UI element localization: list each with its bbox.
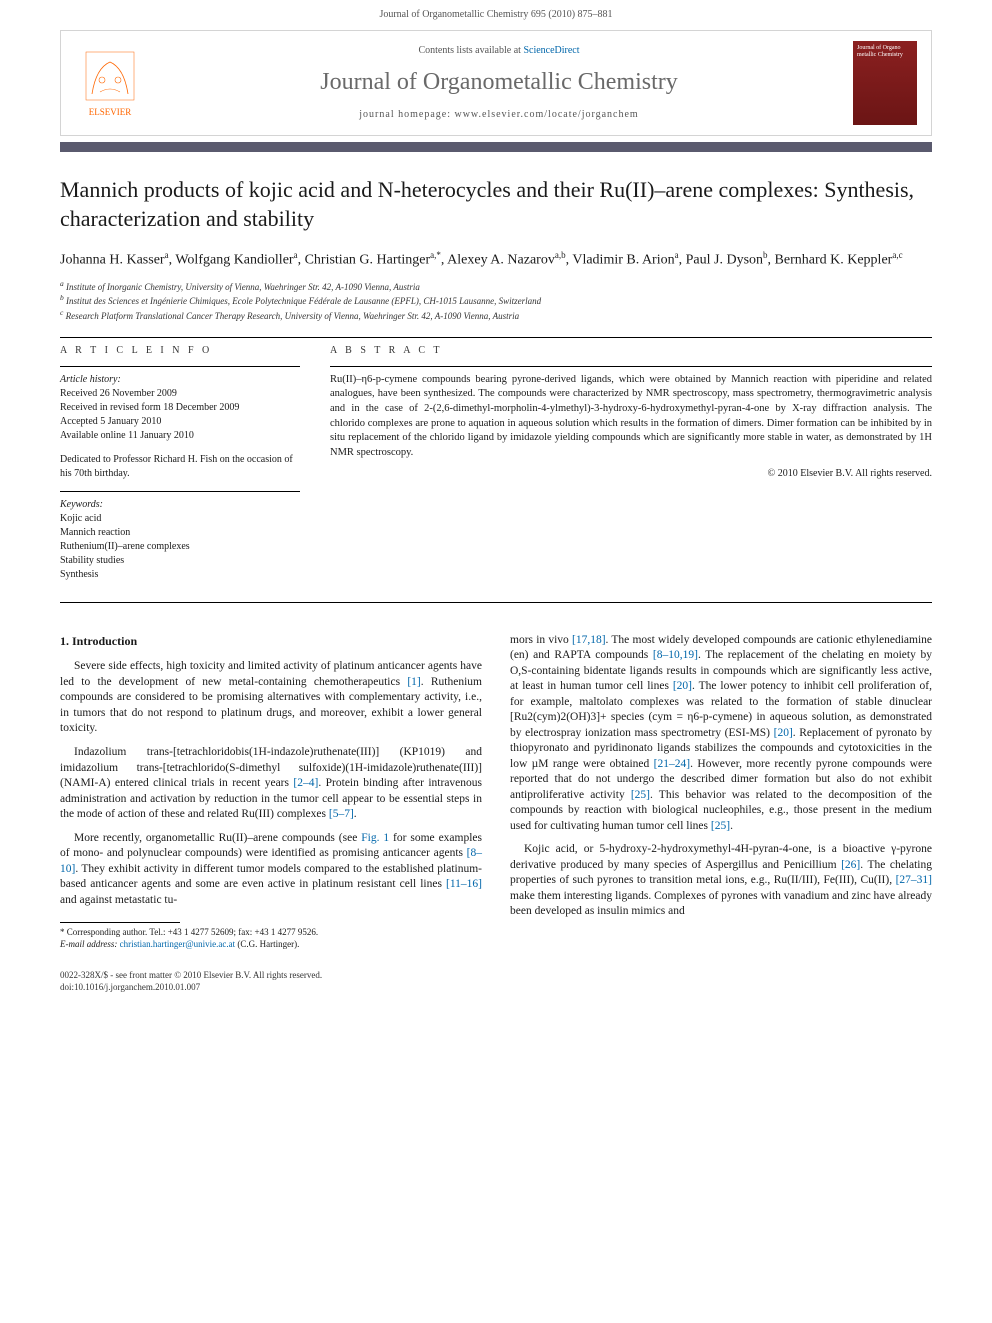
footnote-separator: [60, 922, 180, 923]
history-line: Accepted 5 January 2010: [60, 415, 300, 429]
footer-line-1: 0022-328X/$ - see front matter © 2010 El…: [60, 969, 932, 982]
email-label: E-mail address:: [60, 939, 117, 949]
article-info-column: A R T I C L E I N F O Article history: R…: [60, 344, 300, 592]
body-column-right: mors in vivo [17,18]. The most widely de…: [510, 633, 932, 951]
info-heading: A R T I C L E I N F O: [60, 344, 300, 358]
article-history: Article history: Received 26 November 20…: [60, 373, 300, 443]
section-heading-intro: 1. Introduction: [60, 633, 482, 650]
homepage-prefix: journal homepage:: [359, 109, 454, 120]
banner-center: Contents lists available at ScienceDirec…: [145, 44, 853, 122]
keywords-label: Keywords:: [60, 498, 300, 512]
publisher-name: ELSEVIER: [75, 106, 145, 119]
email-link[interactable]: christian.hartinger@univie.ac.at: [120, 939, 236, 949]
info-divider-2: [60, 491, 300, 492]
homepage-url: www.elsevier.com/locate/jorganchem: [454, 109, 638, 120]
abstract-text: Ru(II)–η6-p-cymene compounds bearing pyr…: [330, 373, 932, 461]
homepage-line: journal homepage: www.elsevier.com/locat…: [145, 108, 853, 122]
keyword: Kojic acid: [60, 512, 300, 526]
journal-name: Journal of Organometallic Chemistry: [145, 66, 853, 100]
contents-line: Contents lists available at ScienceDirec…: [145, 44, 853, 58]
color-bar: [60, 142, 932, 152]
authors: Johanna H. Kassera, Wolfgang Kandiollera…: [60, 249, 932, 271]
keywords: Keywords: Kojic acidMannich reactionRuth…: [60, 498, 300, 582]
footer-line-2: doi:10.1016/j.jorganchem.2010.01.007: [60, 981, 932, 994]
body-paragraph: Severe side effects, high toxicity and l…: [60, 659, 482, 737]
body-paragraph: Indazolium trans-[tetrachloridobis(1H-in…: [60, 745, 482, 823]
body-column-left: 1. Introduction Severe side effects, hig…: [60, 633, 482, 951]
abstract-column: A B S T R A C T Ru(II)–η6-p-cymene compo…: [330, 344, 932, 592]
corr-author: * Corresponding author. Tel.: +43 1 4277…: [60, 927, 482, 939]
body-paragraph: Kojic acid, or 5-hydroxy-2-hydroxymethyl…: [510, 842, 932, 920]
journal-cover-thumbnail: Journal of Organo metallic Chemistry: [853, 41, 917, 125]
keyword: Synthesis: [60, 568, 300, 582]
body-paragraph: mors in vivo [17,18]. The most widely de…: [510, 633, 932, 835]
affiliation: b Institut des Sciences et Ingénierie Ch…: [60, 293, 932, 308]
publisher-logo: ELSEVIER: [75, 48, 145, 119]
history-line: Received in revised form 18 December 200…: [60, 401, 300, 415]
body-paragraph: More recently, organometallic Ru(II)–are…: [60, 831, 482, 909]
history-label: Article history:: [60, 373, 300, 387]
journal-banner: ELSEVIER Contents lists available at Sci…: [60, 30, 932, 136]
abstract-heading: A B S T R A C T: [330, 344, 932, 358]
affiliation: a Institute of Inorganic Chemistry, Univ…: [60, 279, 932, 294]
keyword: Ruthenium(II)–arene complexes: [60, 540, 300, 554]
divider-top: [60, 337, 932, 338]
sciencedirect-link[interactable]: ScienceDirect: [523, 45, 579, 56]
running-header: Journal of Organometallic Chemistry 695 …: [0, 0, 992, 26]
corresponding-footnote: * Corresponding author. Tel.: +43 1 4277…: [60, 927, 482, 950]
keyword: Mannich reaction: [60, 526, 300, 540]
info-divider-1: [60, 366, 300, 367]
contents-prefix: Contents lists available at: [418, 45, 523, 56]
article-title: Mannich products of kojic acid and N-het…: [60, 176, 932, 233]
history-line: Available online 11 January 2010: [60, 429, 300, 443]
keyword: Stability studies: [60, 554, 300, 568]
email-person: (C.G. Hartinger).: [237, 939, 299, 949]
page-footer: 0022-328X/$ - see front matter © 2010 El…: [0, 969, 992, 1012]
affiliations: a Institute of Inorganic Chemistry, Univ…: [60, 279, 932, 323]
divider-bottom: [60, 602, 932, 603]
abstract-divider: [330, 366, 932, 367]
dedication: Dedicated to Professor Richard H. Fish o…: [60, 453, 300, 481]
history-line: Received 26 November 2009: [60, 387, 300, 401]
affiliation: c Research Platform Translational Cancer…: [60, 308, 932, 323]
abstract-copyright: © 2010 Elsevier B.V. All rights reserved…: [330, 467, 932, 481]
